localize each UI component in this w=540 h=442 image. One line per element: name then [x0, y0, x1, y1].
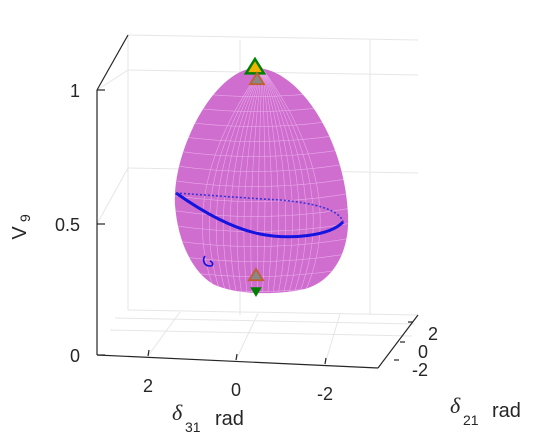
y-axis-label: δ 21 rad: [450, 393, 521, 428]
x-tick-0: [235, 353, 238, 361]
axes: [96, 34, 419, 369]
mesh-parallel: [174, 147, 349, 157]
z-axis-label: V 9: [9, 214, 33, 240]
surface-body: [174, 68, 349, 294]
mesh-parallel: [174, 162, 349, 172]
mesh-meridian: [261, 68, 314, 293]
y-tick-label-0: 0: [418, 342, 428, 362]
curve-back: [175, 192, 344, 223]
y-axis-line: [377, 314, 419, 369]
mesh-meridian: [215, 68, 263, 293]
z-axis-sub: 9: [17, 214, 33, 222]
x-axis-label: δ 31 rad: [172, 400, 244, 435]
z-tick-label-1: 1: [70, 81, 80, 101]
mesh-meridian: [261, 68, 266, 293]
mesh-meridian: [261, 68, 293, 293]
curve: [175, 191, 345, 267]
x-tick-label-neg2: -2: [317, 384, 333, 404]
mesh-meridian: [261, 68, 307, 293]
grid-floor-3: [324, 313, 341, 365]
mesh-meridian: [257, 68, 263, 293]
z-axis-top-edge: [96, 34, 129, 91]
x-tick-neg2: [324, 357, 327, 365]
marker-triangle-down-3: [250, 287, 262, 297]
x-axis-line: [96, 354, 379, 369]
grid-top-back-edge: [127, 34, 419, 41]
mesh-meridian: [261, 68, 286, 293]
curve-front: [175, 191, 345, 239]
mesh-parallel: [174, 192, 349, 202]
y-tick-label-2: 2: [428, 324, 438, 344]
grid-floor-4: [109, 329, 413, 337]
marker-triangle-up-1: [248, 71, 266, 86]
surface: [174, 68, 349, 294]
x-tick-label-0: 0: [231, 380, 241, 400]
y-axis-symbol: δ: [450, 393, 461, 418]
mesh-parallel: [174, 222, 349, 232]
x-axis-unit: rad: [215, 408, 244, 430]
y-axis-unit: rad: [492, 400, 521, 422]
x-axis-sub: 31: [185, 419, 201, 435]
tick-labels: 1 0.5 0 2 0 -2 2 0 -2: [55, 81, 438, 404]
mesh-parallel: [174, 207, 349, 217]
curve-small-loop: [202, 255, 214, 267]
x-axis-symbol: δ: [172, 400, 183, 425]
grid-bottom-back-edge: [127, 309, 419, 316]
markers: [243, 56, 267, 297]
mesh-meridian: [222, 68, 263, 293]
axis-labels: V 9 δ 31 rad δ 21 rad: [9, 214, 521, 435]
mesh-meridian: [261, 68, 279, 293]
mesh-meridian: [261, 68, 273, 293]
x-tick-2: [147, 349, 150, 357]
mesh-meridian: [236, 68, 263, 293]
mesh-meridian: [261, 68, 321, 293]
mesh-parallel: [174, 177, 349, 187]
grid-z05-side: [96, 167, 129, 225]
mesh-meridian: [229, 68, 263, 293]
z-axis-symbol: V: [9, 226, 31, 240]
z-tick-label-05: 0.5: [55, 215, 80, 235]
mesh-meridian: [250, 68, 263, 293]
grid-floor-5: [114, 317, 416, 325]
y-tick-label-neg2: -2: [412, 360, 428, 380]
z-tick-label-0: 0: [70, 346, 80, 366]
marker-triangle-up-0: [243, 56, 267, 75]
y-axis-sub: 21: [463, 412, 479, 428]
x-tick-label-2: 2: [143, 376, 153, 396]
marker-triangle-up-2: [247, 267, 265, 282]
mesh-parallel: [174, 252, 349, 262]
mesh-meridian: [243, 68, 263, 293]
grid-z1-side: [96, 69, 129, 91]
mesh-parallel: [174, 237, 349, 247]
